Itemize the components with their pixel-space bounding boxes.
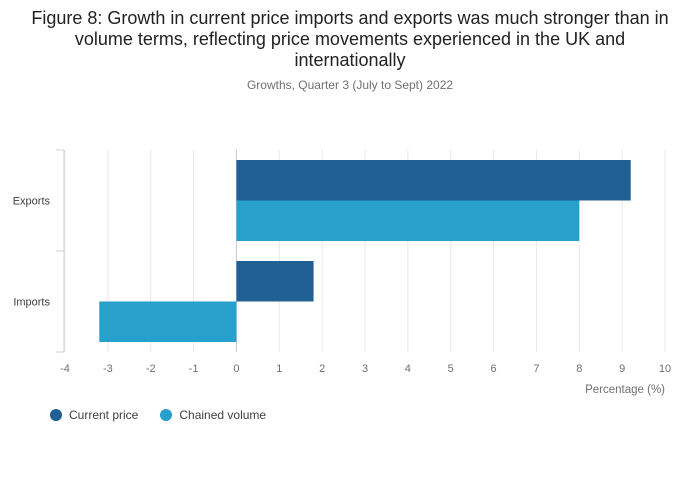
x-tick-label-11: 7 [533, 363, 539, 375]
x-tick-label-14: 10 [659, 363, 671, 375]
bar-exports-current-price [236, 160, 631, 201]
x-tick-label-5: 1 [276, 363, 282, 375]
legend-item-current-price[interactable]: Current price [50, 408, 138, 422]
chart-title: Figure 8: Growth in current price import… [31, 8, 669, 70]
x-tick-label-9: 5 [448, 363, 454, 375]
x-tick-label-10: 6 [491, 363, 497, 375]
bar-exports-chained-volume [236, 200, 580, 241]
x-tick-label-3: -1 [189, 363, 199, 375]
x-tick-label-0: -4 [60, 363, 70, 375]
current-price-swatch [50, 409, 62, 421]
x-axis-title: Percentage (%) [585, 384, 665, 396]
category-label-exports: Exports [13, 196, 51, 208]
chained-volume-swatch [160, 409, 173, 421]
legend-label-chained-volume: Chained volume [179, 408, 267, 422]
bar-imports-current-price [236, 261, 314, 302]
x-tick-label-13: 9 [619, 363, 625, 375]
chart-subtitle: Growths, Quarter 3 (July to Sept) 2022 [246, 78, 454, 92]
x-tick-label-1: -3 [103, 363, 113, 375]
x-tick-label-7: 3 [362, 363, 368, 375]
chart-legend: Current price Chained volume [50, 408, 288, 422]
x-tick-label-2: -2 [146, 363, 156, 375]
bar-imports-chained-volume [99, 301, 237, 342]
legend-item-chained-volume[interactable]: Chained volume [160, 408, 266, 422]
x-tick-label-8: 4 [405, 363, 411, 375]
x-tick-label-6: 2 [319, 363, 325, 375]
x-tick-label-4: 0 [233, 363, 239, 375]
x-tick-label-12: 8 [576, 363, 582, 375]
category-label-imports: Imports [13, 297, 50, 309]
legend-label-current-price: Current price [69, 408, 139, 422]
